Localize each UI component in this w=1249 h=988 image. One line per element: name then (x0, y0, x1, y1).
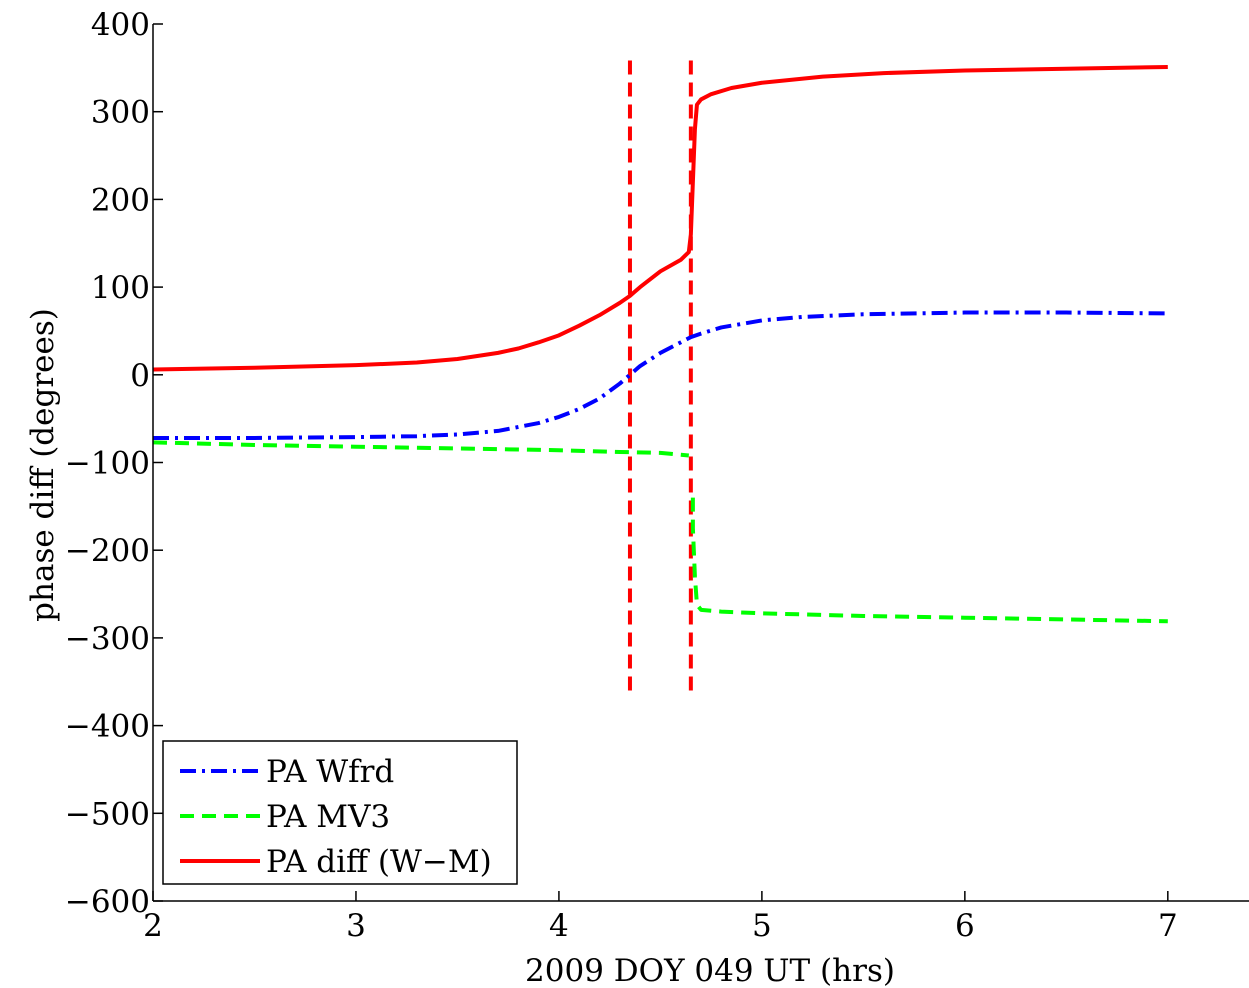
series-line-1 (153, 310, 1168, 440)
y-tick-label: 400 (91, 7, 150, 43)
y-tick-label: −100 (65, 446, 150, 482)
series-line-3 (153, 64, 1168, 372)
x-tick-label: 3 (346, 908, 366, 944)
y-tick-label: 200 (91, 182, 150, 218)
legend-label-3: PA diff (W−M) (266, 844, 492, 880)
y-axis-label: phase diff (degrees) (25, 308, 61, 622)
x-tick-label: 7 (1158, 908, 1178, 944)
x-axis-label: 2009 DOY 049 UT (hrs) (525, 953, 895, 988)
x-tick-label: 4 (549, 908, 569, 944)
y-tick-label: −500 (65, 796, 150, 832)
axes: 2 3 4 5 6 7 −600 −500 −400 −300 −200 −100 0 100 200 300… (65, 7, 1249, 944)
series-line-2-seg-2 (690, 497, 1168, 624)
y-tick-label: −400 (65, 709, 150, 745)
plot-area (153, 59, 1168, 691)
x-tick-label: 2 (143, 908, 163, 944)
x-tick-label: 6 (955, 908, 975, 944)
series-line-2-seg-1 (153, 440, 690, 458)
x-tick-label: 5 (752, 908, 772, 944)
y-tick-label: 0 (130, 358, 150, 394)
y-tick-label: 100 (91, 270, 150, 306)
y-tick-label: −600 (65, 884, 150, 920)
y-tick-label: −300 (65, 621, 150, 657)
y-tick-label: 300 (91, 95, 150, 131)
legend: PA Wfrd PA MV3 PA diff (W−M) (162, 740, 518, 885)
y-tick-label: −200 (65, 533, 150, 569)
legend-label-2: PA MV3 (266, 799, 390, 835)
legend-label-1: PA Wfrd (266, 754, 394, 790)
